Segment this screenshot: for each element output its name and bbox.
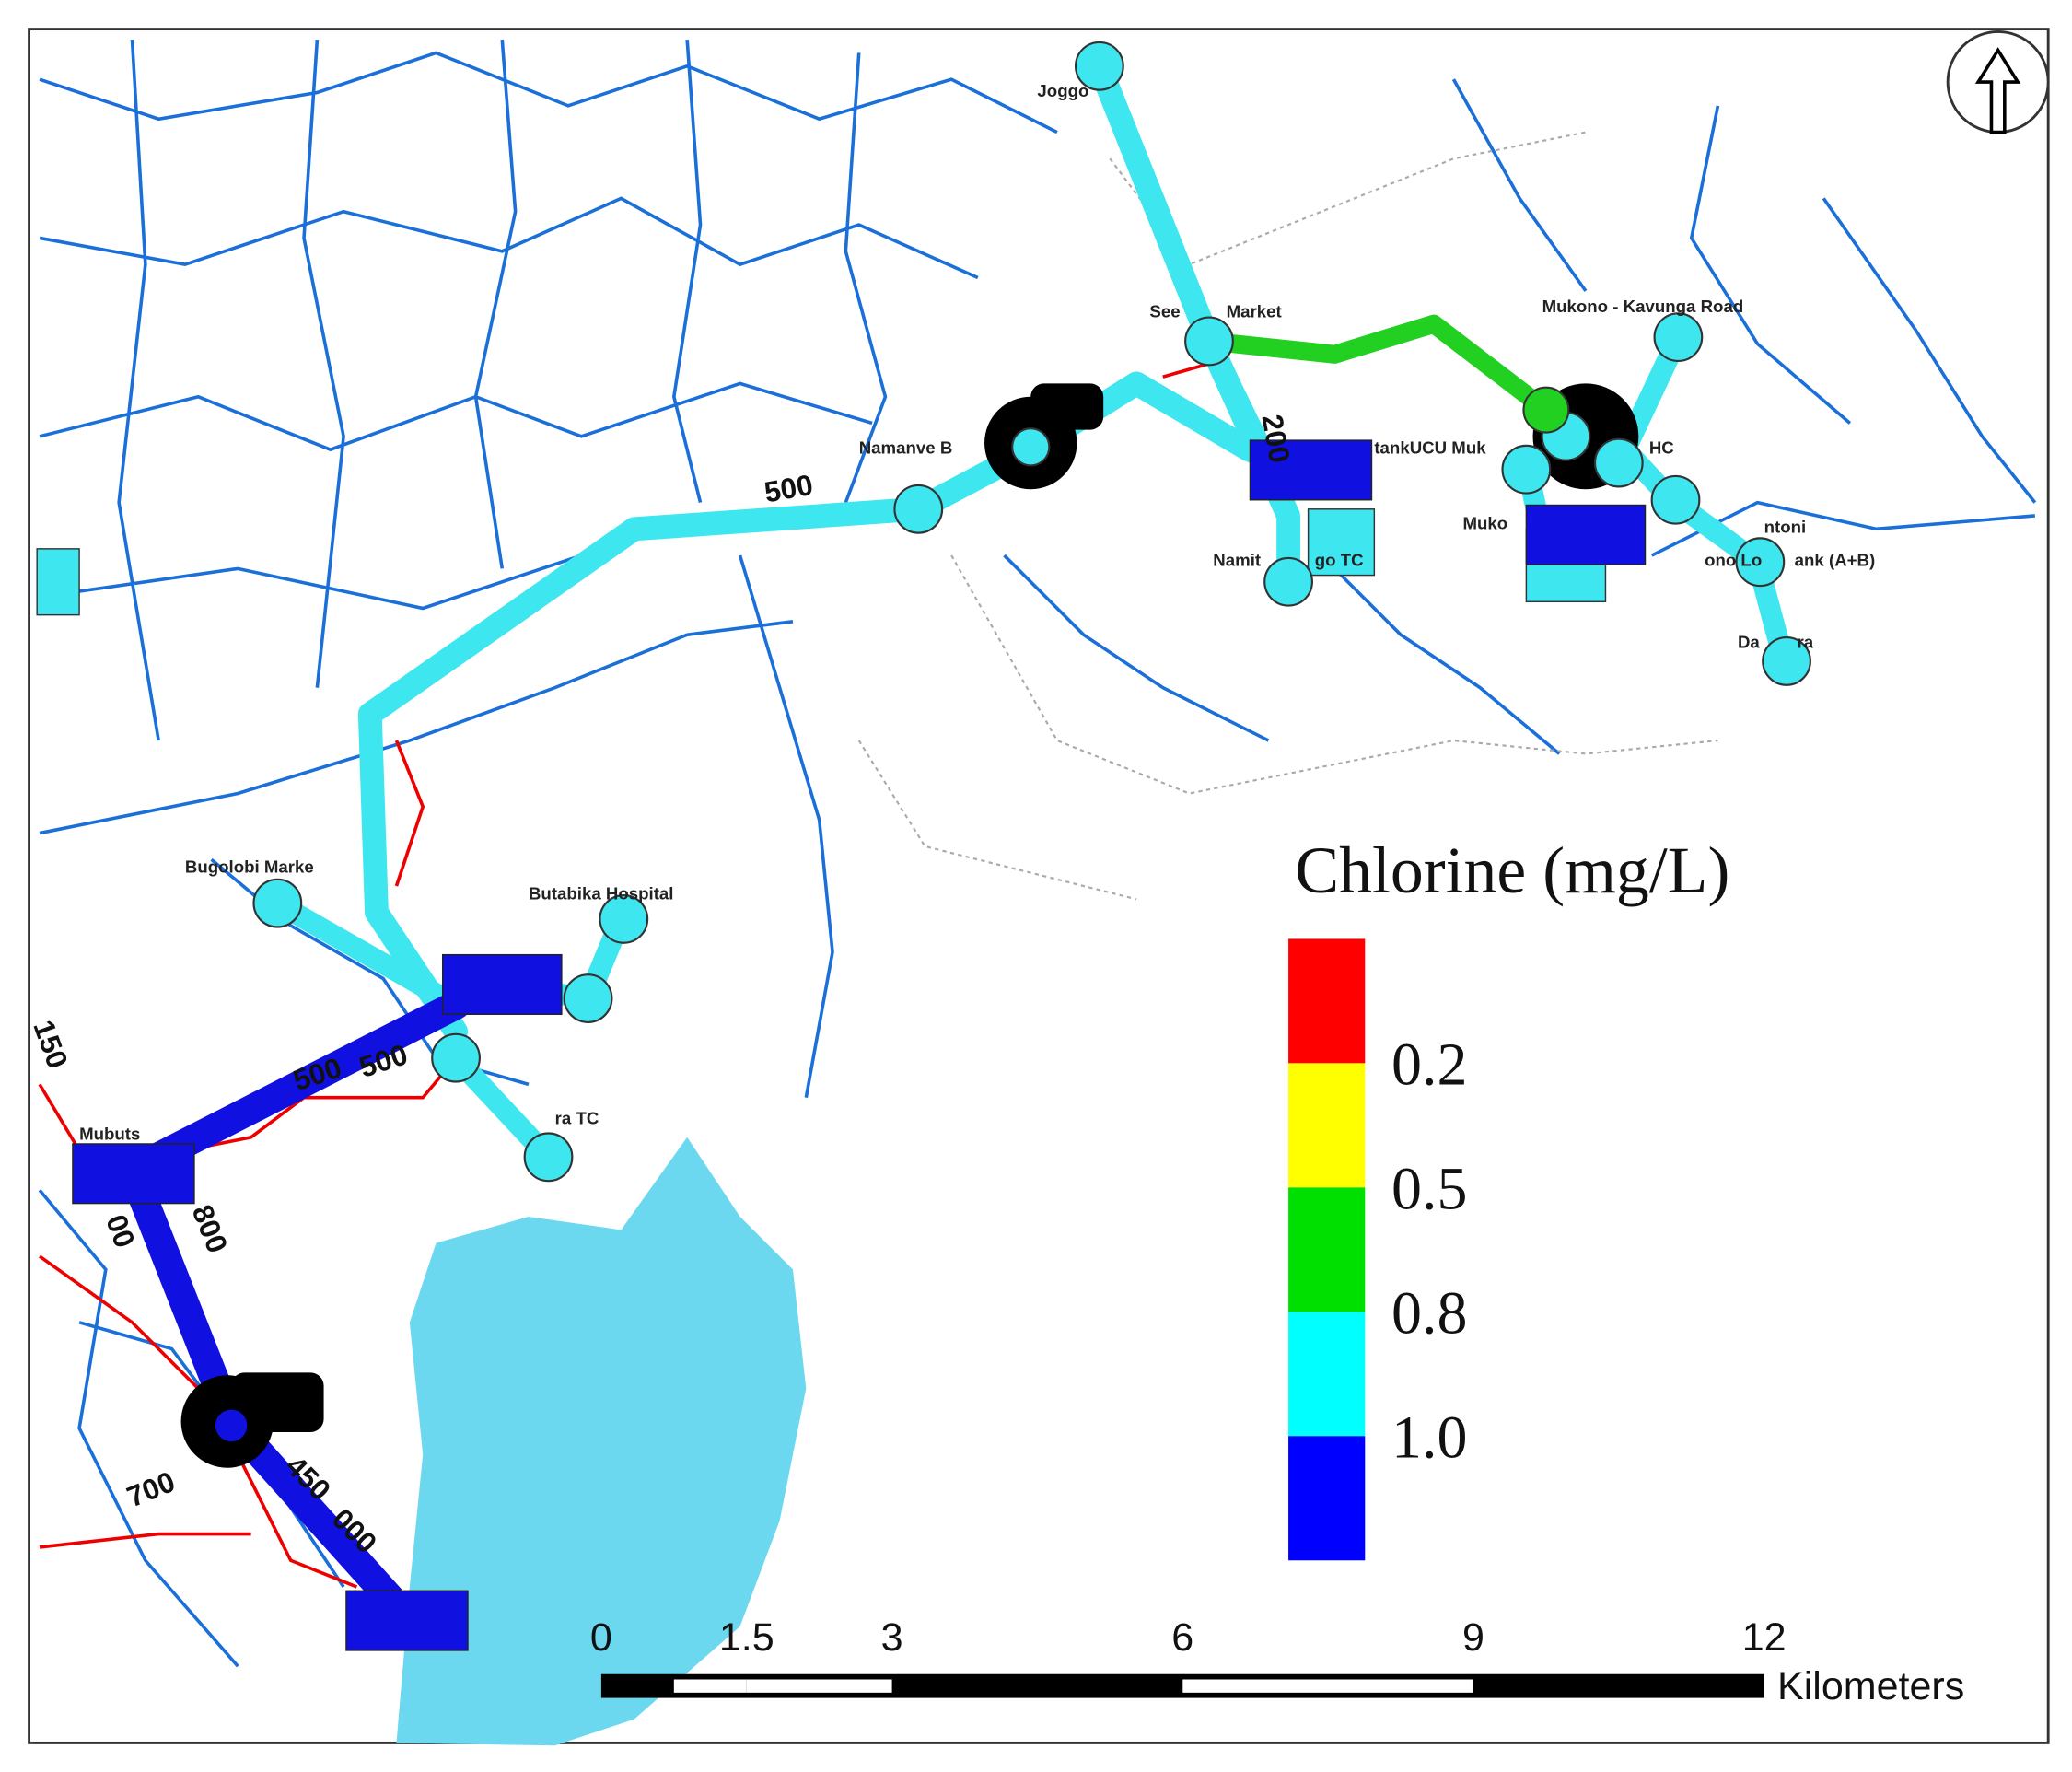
scale-segment: [673, 1679, 747, 1693]
scale-segment: [1182, 1679, 1473, 1693]
place-label: Bugolobi Marke: [185, 857, 314, 877]
place-label: ank (A+B): [1795, 551, 1876, 570]
place-label: Namanve B: [859, 437, 953, 457]
frame: [28, 28, 2050, 1744]
scale-unit: Kilometers: [1777, 1664, 1964, 1708]
legend: 0.2 0.5 0.8 1.0: [1288, 938, 1468, 1561]
place-label: tankUCU Muk: [1374, 437, 1486, 457]
place-label: See: [1149, 302, 1180, 321]
scale-segment: [746, 1679, 892, 1693]
nodes: [252, 41, 1811, 1183]
legend-swatch: [1288, 1312, 1366, 1437]
place-label: Muko: [1462, 513, 1507, 532]
legend-label: 0.8: [1391, 1279, 1468, 1346]
legend-label: 0.5: [1391, 1155, 1468, 1222]
legend-swatch: [1288, 1436, 1366, 1561]
scale-label: 0: [590, 1615, 612, 1660]
place-label: Mubuts: [79, 1125, 140, 1144]
scale-label: 9: [1462, 1615, 1484, 1660]
legend-label: 1.0: [1391, 1404, 1468, 1471]
legend-swatch: [1288, 1063, 1366, 1188]
lake: [396, 1137, 807, 1746]
place-label: Market: [1227, 302, 1282, 321]
reservoirs: [72, 439, 1647, 1651]
pipe-label: 200: [1255, 412, 1297, 465]
scale-label: 3: [881, 1615, 903, 1660]
place-label: HC: [1649, 437, 1674, 457]
legend-swatch: [1288, 938, 1366, 1064]
scale-label: 6: [1171, 1615, 1193, 1660]
place-label: Butabika Hospital: [529, 883, 674, 903]
place-label: go TC: [1315, 551, 1364, 570]
node-green: [1522, 386, 1570, 434]
legend-title: Chlorine (mg/L): [1295, 834, 1729, 907]
place-label: ono Lo: [1705, 551, 1762, 570]
place-label: Joggo: [1037, 81, 1088, 100]
place-label: ra TC: [555, 1108, 599, 1127]
place-label: ra: [1798, 633, 1814, 652]
place-label: Mukono - Kavunga Road: [1542, 297, 1744, 316]
place-label: Da: [1738, 633, 1760, 652]
north-arrow: [1946, 30, 2050, 134]
pipe-label: 500: [762, 468, 815, 509]
scale-label: 12: [1742, 1615, 1787, 1660]
pump: [180, 1372, 324, 1468]
place-label: ntoni: [1764, 518, 1807, 537]
place-label: Namit: [1213, 551, 1261, 570]
scale-label: 1.5: [719, 1615, 774, 1660]
legend-label: 0.2: [1391, 1031, 1468, 1098]
legend-swatch: [1288, 1187, 1366, 1312]
